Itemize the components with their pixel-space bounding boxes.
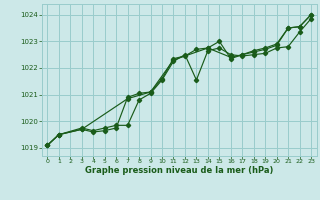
X-axis label: Graphe pression niveau de la mer (hPa): Graphe pression niveau de la mer (hPa) — [85, 166, 273, 175]
